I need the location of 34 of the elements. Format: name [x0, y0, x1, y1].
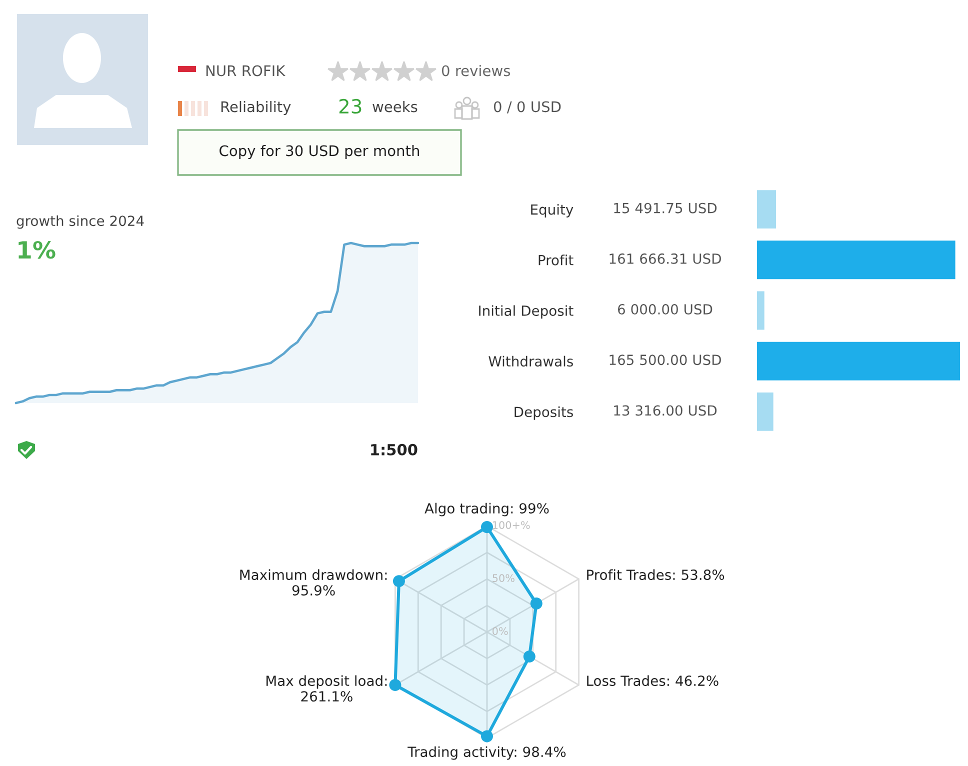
text: 1:500 — [371, 444, 418, 456]
chart-title: growth since 2024 — [16, 215, 144, 229]
text: weeks — [372, 100, 418, 112]
y-tick-label: Equity — [531, 204, 574, 218]
text: 23 — [339, 98, 362, 114]
spoke-label: Algo trading: 99% — [424, 502, 549, 516]
data-label: 15 491.75 USD — [614, 202, 717, 214]
spoke-label: Profit Trades: 53.8% — [587, 569, 724, 580]
y-tick-label: 50% — [492, 574, 514, 582]
chart-subtitle: 1% — [18, 240, 56, 259]
text: NUR ROFIK — [206, 65, 286, 76]
y-tick-label: Profit — [538, 254, 574, 266]
bar — [757, 291, 764, 330]
bar — [757, 240, 956, 280]
y-tick-label: 100+% — [493, 521, 530, 530]
text: 0 reviews — [442, 64, 510, 76]
y-tick-label: Withdrawals — [488, 356, 573, 367]
text: Copy for 30 USD per month — [220, 144, 420, 160]
data-label: 6 000.00 USD — [618, 304, 712, 315]
bar — [757, 190, 776, 229]
spoke-label: Trading activity: 98.4% — [408, 746, 566, 760]
bar — [757, 342, 960, 380]
y-tick-label: Deposits — [514, 406, 573, 420]
data-label: 165 500.00 USD — [610, 354, 721, 366]
spoke-label: Maximum drawdown: 95.9% — [240, 569, 387, 596]
spoke-label: Loss Trades: 46.2% — [587, 675, 718, 686]
text: 0 / 0 USD — [494, 101, 561, 114]
data-label: 161 666.31 USD — [610, 253, 721, 264]
y-tick-label: Initial Deposit — [479, 305, 574, 319]
bar — [757, 392, 774, 431]
text: Reliability — [221, 100, 291, 116]
y-tick-label: 0% — [492, 627, 508, 636]
spoke-label: Max deposit load: 261.1% — [266, 675, 387, 702]
data-label: 13 316.00 USD — [614, 405, 717, 416]
